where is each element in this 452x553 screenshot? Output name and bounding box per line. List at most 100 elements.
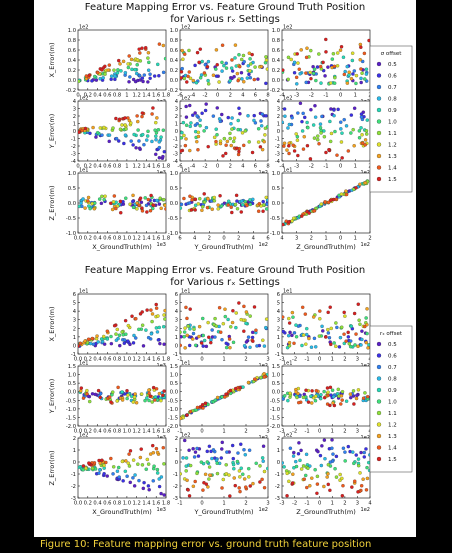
x-tick-label: 0.6	[103, 164, 111, 170]
data-point	[287, 321, 292, 325]
data-point	[78, 130, 81, 134]
data-point	[210, 328, 214, 332]
figure1-title: Feature Mapping Error vs. Feature Ground…	[34, 2, 416, 26]
data-point	[187, 343, 192, 348]
data-point	[329, 326, 333, 331]
data-point	[93, 392, 98, 397]
x-tick-label: 1.2	[133, 93, 141, 99]
data-point	[302, 134, 306, 139]
data-point	[282, 144, 286, 148]
data-point	[313, 398, 318, 403]
y-tick-label: 1.0	[170, 171, 178, 177]
data-point	[187, 48, 191, 53]
data-point	[338, 472, 342, 477]
column-axis-label: Y_GroundTruth(m)	[193, 243, 253, 251]
data-point	[188, 148, 192, 153]
points-layer	[78, 443, 166, 497]
data-point	[224, 151, 228, 156]
x-tick-label: 0.0	[74, 236, 82, 242]
x-tick-label: 0.0	[74, 357, 82, 363]
plot-area	[179, 100, 269, 162]
data-point	[157, 477, 161, 481]
data-point	[162, 197, 166, 202]
data-point	[358, 471, 362, 475]
y-tick-label: -1.5	[66, 415, 76, 421]
data-point	[360, 59, 365, 64]
data-point	[139, 200, 144, 205]
data-point	[85, 388, 89, 393]
data-point	[111, 126, 115, 130]
data-point	[212, 195, 217, 200]
row-axis-label: Y_Error(m)	[48, 379, 56, 414]
data-point	[317, 142, 321, 146]
data-point	[359, 126, 363, 130]
data-point	[193, 111, 197, 115]
y-tick-label: -1	[173, 472, 178, 478]
x-tick-label: 1.6	[152, 357, 160, 363]
data-point	[292, 341, 296, 346]
row-axis-label: Y_Error(m)	[48, 114, 56, 149]
data-point	[349, 324, 354, 329]
data-point	[180, 48, 185, 53]
data-point	[234, 193, 239, 198]
data-point	[145, 457, 150, 462]
figure-sheet: Feature Mapping Error vs. Feature Ground…	[34, 0, 416, 537]
data-point	[319, 463, 324, 468]
data-point	[203, 401, 208, 405]
data-point	[323, 74, 327, 78]
data-point	[127, 464, 132, 468]
data-point	[221, 477, 226, 482]
data-point	[134, 71, 139, 76]
data-point	[109, 201, 113, 206]
data-point	[287, 479, 291, 484]
data-point	[336, 107, 340, 112]
x-tick-label: 3	[266, 501, 269, 507]
data-point	[156, 314, 160, 318]
data-point	[235, 199, 239, 203]
x-tick-label: 0	[76, 93, 79, 99]
x-tick-label: 6	[178, 236, 181, 242]
data-point	[285, 494, 289, 498]
data-point	[131, 199, 135, 204]
data-point	[315, 474, 320, 479]
y-tick-label: 1.5	[170, 364, 178, 370]
data-point	[263, 126, 268, 131]
data-point	[205, 460, 210, 464]
data-point	[124, 332, 128, 336]
data-point	[329, 107, 333, 111]
data-point	[363, 77, 367, 81]
data-point	[340, 494, 345, 498]
y-tick-label: 4	[277, 99, 281, 105]
y-tick-label: 1.0	[272, 28, 280, 34]
data-point	[151, 479, 155, 483]
data-point	[94, 135, 98, 139]
x-tick-label: 4	[241, 93, 245, 99]
x-tick-label: 2	[343, 429, 346, 435]
y-tick-label: -0.5	[270, 398, 280, 404]
plot-area	[179, 437, 269, 499]
data-point	[141, 486, 146, 491]
y-tick-label: 5	[175, 301, 178, 307]
data-point	[264, 207, 268, 211]
y-tick-label: 2	[175, 436, 178, 442]
data-point	[230, 69, 235, 73]
x-tick-label: 2	[229, 164, 232, 170]
data-point	[201, 488, 205, 492]
y-tick-label: 5	[277, 301, 280, 307]
scatter-panel-1-0-2: -0.20.00.20.40.60.81.0-4-3-2-10121e21e2	[270, 25, 372, 106]
data-point	[138, 312, 143, 316]
data-point	[253, 377, 257, 381]
data-point	[246, 64, 250, 68]
data-point	[305, 46, 309, 50]
x-tick-label: 0	[318, 357, 321, 363]
data-point	[290, 333, 294, 338]
data-point	[154, 131, 159, 135]
data-point	[151, 106, 155, 110]
x-tick-label: 0.2	[84, 236, 92, 242]
x-tick-label: -2	[203, 164, 208, 170]
x-tick-label: -4	[279, 93, 285, 99]
x-tick-label: 1.4	[142, 357, 151, 363]
legend-marker	[376, 433, 382, 439]
y-tick-label: 0.5	[68, 381, 76, 387]
data-point	[262, 375, 267, 379]
